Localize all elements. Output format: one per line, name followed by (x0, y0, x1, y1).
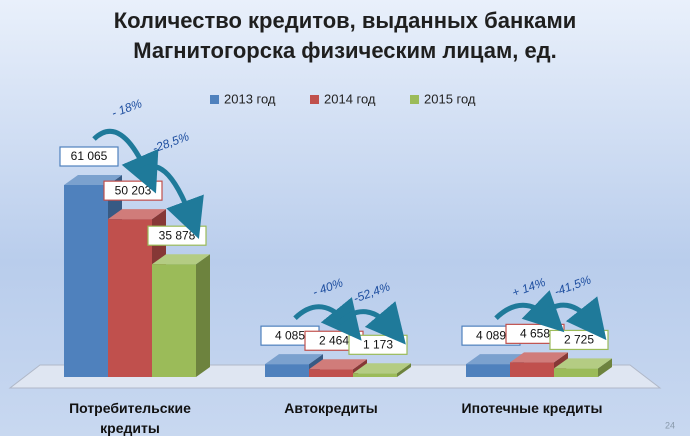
value-label: 4 658 (520, 327, 550, 341)
value-label-box (59, 146, 119, 167)
change-label: -41,5% (552, 272, 593, 298)
value-label: 2 464 (319, 333, 349, 347)
bar-side (598, 358, 612, 377)
bar (353, 373, 397, 377)
chart-title: Количество кредитов, выданных банками Ма… (113, 8, 577, 63)
value-label: 4 085 (275, 328, 305, 342)
bar-top (510, 352, 568, 363)
bar (554, 368, 598, 377)
value-label: 35 878 (159, 228, 196, 242)
legend-label: 2015 год (424, 91, 476, 106)
bar (152, 264, 196, 377)
change-arrow (538, 296, 607, 341)
category-label: Ипотечные кредиты (461, 400, 603, 416)
category-label: Потребительские кредиты (69, 400, 191, 436)
bar (466, 364, 510, 377)
bar-top (108, 209, 166, 220)
bar-side (397, 363, 411, 377)
bar-top (152, 254, 210, 265)
change-arrow (92, 128, 159, 194)
value-label: 61 065 (71, 149, 108, 163)
bar-top (309, 359, 367, 370)
category-label: Автокредиты (284, 400, 378, 416)
bar (265, 364, 309, 377)
bar-top (554, 358, 612, 369)
value-label: 50 203 (115, 183, 152, 197)
change-label: + 14% (510, 275, 547, 300)
bar (510, 362, 554, 377)
page-number: 24 (665, 420, 675, 430)
bar (64, 185, 108, 377)
change-label: -28,5% (150, 129, 191, 155)
legend-label: 2014 год (324, 91, 376, 106)
bar-side (196, 254, 210, 377)
value-label: 4 089 (476, 328, 506, 342)
legend-label: 2013 год (224, 91, 276, 106)
change-label: - 40% (311, 275, 346, 299)
legend-swatch (310, 95, 319, 104)
change-label: - 18% (110, 96, 145, 120)
value-label: 1 173 (363, 337, 393, 351)
bar (108, 219, 152, 377)
change-arrow (136, 163, 204, 239)
change-arrow (337, 301, 406, 345)
change-label: -52,4% (351, 279, 392, 305)
bar (309, 369, 353, 377)
legend-swatch (210, 95, 219, 104)
bar-top (353, 363, 411, 374)
legend-swatch (410, 95, 419, 104)
value-label: 2 725 (564, 333, 594, 347)
bar-top (466, 354, 524, 365)
bar-top (265, 354, 323, 365)
